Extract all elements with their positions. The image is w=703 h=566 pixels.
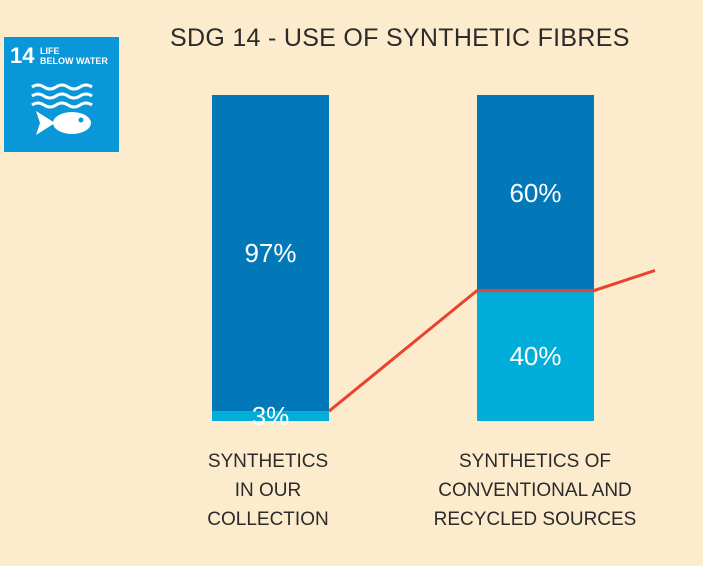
category-label: SYNTHETICS OF CONVENTIONAL AND RECYCLED … bbox=[433, 451, 637, 530]
bar-value-label: 40% bbox=[509, 341, 561, 371]
chart-title: SDG 14 - USE OF SYNTHETIC FIBRES bbox=[170, 24, 630, 52]
bar-segment bbox=[477, 290, 594, 421]
category-label: SYNTHETICS IN OUR COLLECTION bbox=[207, 451, 329, 530]
bar-value-label: 3% bbox=[252, 401, 290, 431]
bar-segment bbox=[212, 95, 329, 412]
logo-text: LIFE BELOW WATER bbox=[40, 46, 108, 66]
bar-value-label: 60% bbox=[509, 178, 561, 208]
logo-number: 14 bbox=[10, 43, 35, 68]
sdg-14-logo: 14 LIFE BELOW WATER bbox=[4, 37, 119, 152]
bar-segment bbox=[212, 411, 329, 421]
bar-value-label: 97% bbox=[244, 238, 296, 268]
fish-waves-icon bbox=[31, 83, 93, 135]
bar-segment bbox=[477, 95, 594, 291]
connector-line bbox=[328, 268, 656, 413]
